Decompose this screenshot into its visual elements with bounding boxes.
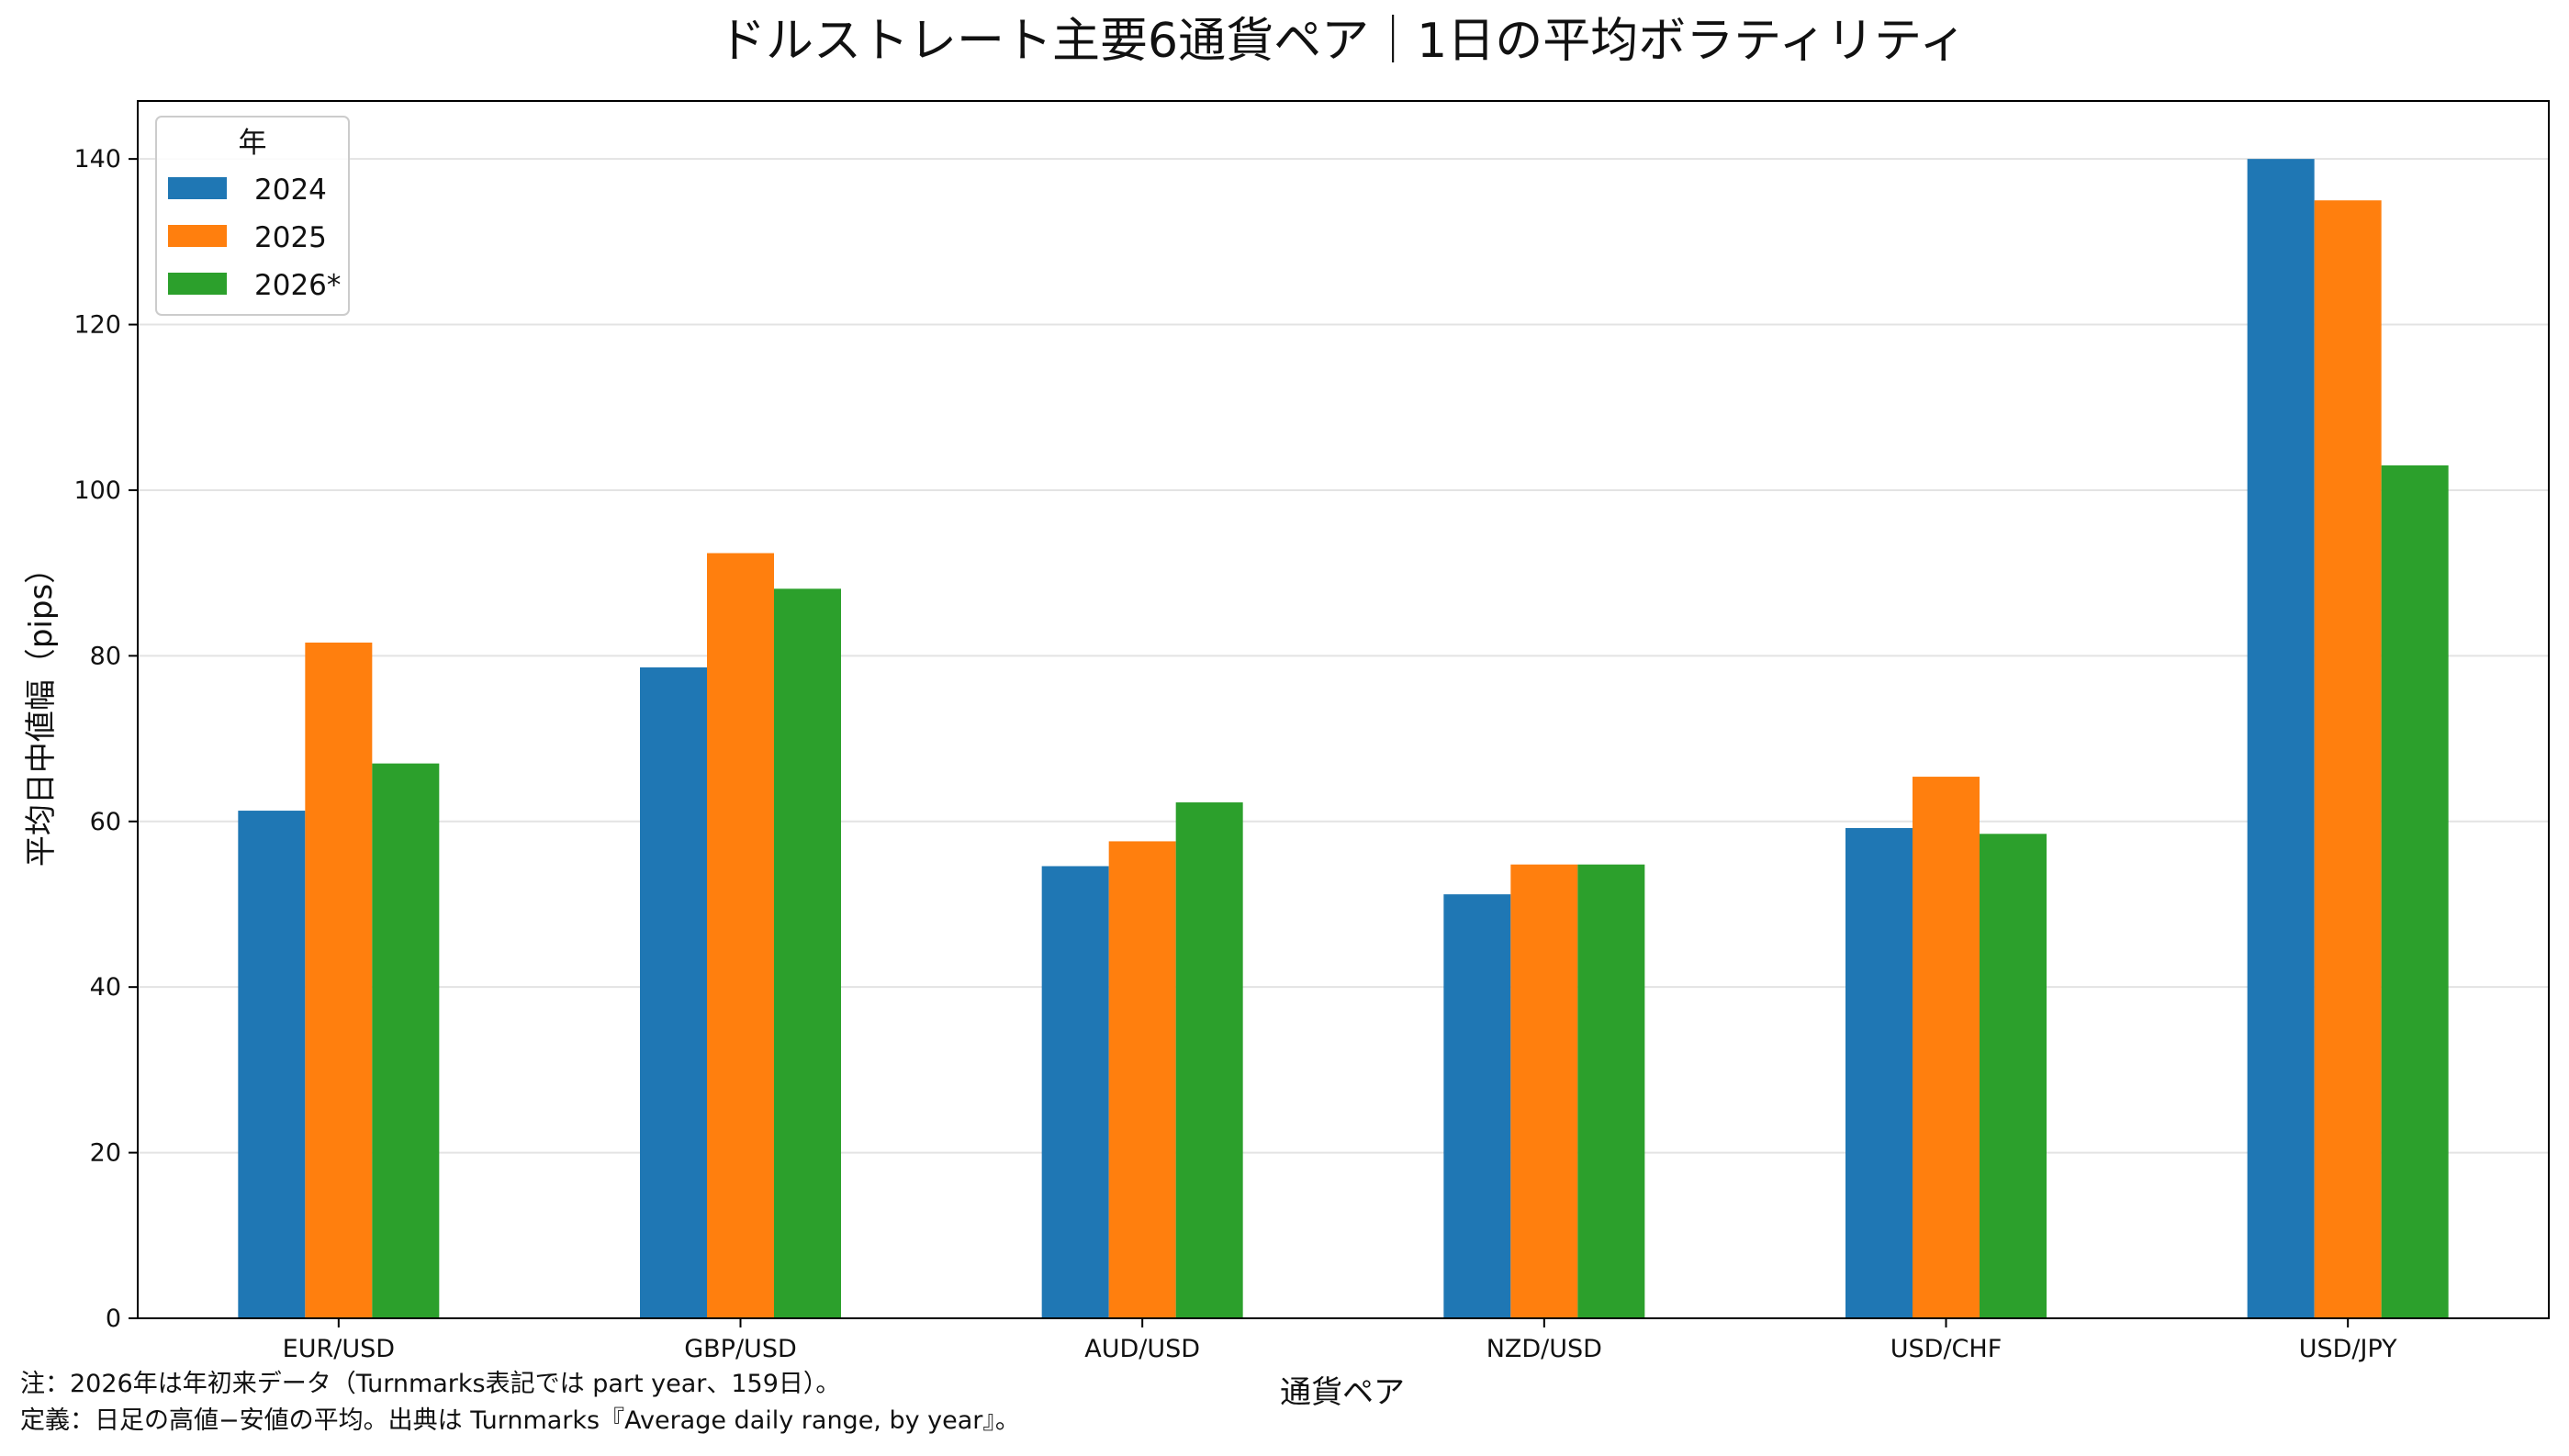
bar-eur-usd-2025: [305, 642, 373, 1318]
bar-aud-usd-2026: [1175, 802, 1243, 1318]
bar-gbp-usd-2025: [707, 553, 774, 1318]
y-tick-label: 100: [73, 476, 121, 505]
bar-nzd-usd-2025: [1510, 864, 1578, 1318]
bar-usd-jpy-2024: [2247, 159, 2315, 1319]
footnote-definition: 定義：日足の高値−安値の平均。出典は Turnmarks『Average dai…: [20, 1406, 1020, 1435]
y-tick-label: 80: [90, 642, 121, 670]
x-tick-label: AUD/USD: [1084, 1335, 1200, 1363]
bar-gbp-usd-2026: [774, 588, 841, 1318]
legend-label-2025: 2025: [254, 221, 327, 254]
legend-swatch-2025: [168, 225, 227, 247]
gridlines: [138, 158, 2549, 1154]
y-tick-label: 20: [90, 1139, 121, 1168]
bars: [238, 159, 2449, 1319]
bar-nzd-usd-2024: [1443, 894, 1511, 1318]
x-tick-label: USD/CHF: [1890, 1335, 2002, 1363]
bar-gbp-usd-2024: [640, 666, 707, 1318]
legend-box: [155, 116, 350, 316]
bar-nzd-usd-2026: [1577, 864, 1645, 1318]
legend-label-2024: 2024: [254, 174, 327, 207]
bar-usd-jpy-2025: [2314, 200, 2382, 1319]
bar-aud-usd-2024: [1041, 866, 1109, 1318]
y-tick-label: 40: [90, 973, 121, 1002]
bar-eur-usd-2026: [372, 763, 440, 1318]
bar-usd-chf-2026: [1980, 834, 2047, 1318]
footnote-year: 注：2026年は年初来データ（Turnmarks表記では part year、1…: [20, 1370, 840, 1398]
y-axis-label: 平均日中値幅（pips）: [23, 553, 60, 867]
chart-title: ドルストレート主要6通貨ペア｜1日の平均ボラティリティ: [718, 14, 1967, 69]
y-tick-label: 140: [73, 145, 121, 174]
legend-label-2026: 2026*: [254, 269, 341, 302]
bar-eur-usd-2024: [238, 811, 306, 1318]
legend-title: 年: [239, 127, 267, 160]
y-tick-label: 60: [90, 808, 121, 836]
bar-usd-chf-2025: [1913, 777, 1980, 1318]
y-axis: 0 20 40 60 80 100 120 140: [73, 145, 138, 1333]
plot-frame: [137, 100, 2550, 1319]
bar-usd-chf-2024: [1845, 827, 1913, 1318]
bar-aud-usd-2025: [1108, 841, 1176, 1318]
x-axis-label: 通貨ペア: [1280, 1374, 1405, 1411]
x-tick-label: NZD/USD: [1486, 1335, 1602, 1363]
y-tick-label: 0: [106, 1305, 121, 1333]
legend: 年 2024 2025 2026*: [155, 116, 350, 316]
y-tick-label: 120: [73, 311, 121, 340]
x-tick-label: EUR/USD: [283, 1335, 395, 1363]
x-axis: EUR/USD GBP/USD AUD/USD NZD/USD USD/CHF USD/J…: [283, 1318, 2397, 1363]
legend-swatch-2024: [168, 177, 227, 199]
legend-swatch-2026: [168, 273, 227, 295]
bar-usd-jpy-2026: [2381, 465, 2449, 1318]
x-tick-label: USD/JPY: [2299, 1335, 2397, 1363]
x-tick-label: GBP/USD: [684, 1335, 797, 1363]
